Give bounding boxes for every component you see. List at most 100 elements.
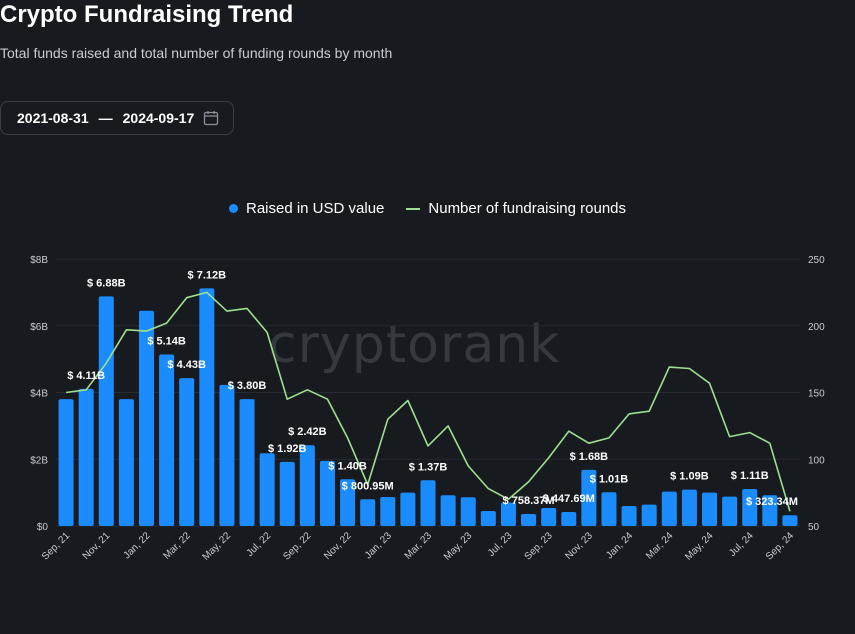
- date-range-separator: —: [98, 110, 113, 126]
- x-tick-label: Nov, 21: [81, 530, 113, 562]
- page-subtitle: Total funds raised and total number of f…: [0, 45, 393, 61]
- bar-data-label: $ 4.11B: [67, 370, 105, 382]
- bar: [742, 488, 758, 526]
- bar-data-label: $ 7.12B: [188, 269, 227, 281]
- x-tick-label: Jul, 24: [727, 530, 756, 559]
- bar: [702, 492, 718, 526]
- legend-item-raised[interactable]: Raised in USD value: [228, 200, 385, 217]
- bar-data-label: $ 1.09B: [670, 471, 709, 483]
- bar: [219, 384, 235, 526]
- y-left-tick-label: $6B: [30, 322, 48, 333]
- x-tick-label: Sep, 22: [281, 530, 313, 562]
- bar: [340, 479, 356, 526]
- bar-data-label: $ 1.68B: [570, 451, 609, 463]
- bar: [440, 495, 456, 526]
- x-tick-label: Sep, 24: [764, 530, 796, 562]
- bar: [460, 497, 476, 526]
- y-right-tick-label: 50: [808, 522, 820, 533]
- bar-data-label: $ 447.69M: [543, 493, 595, 505]
- bar: [319, 460, 335, 526]
- date-range-start[interactable]: 2021-08-31: [17, 110, 89, 126]
- bar: [400, 492, 416, 526]
- bar: [681, 489, 697, 526]
- bar: [581, 469, 597, 526]
- x-tick-label: Sep, 23: [523, 530, 555, 562]
- x-tick-label: Nov, 22: [322, 530, 354, 562]
- bar: [782, 515, 798, 526]
- bar: [299, 445, 315, 526]
- x-tick-label: Jul, 23: [486, 530, 515, 559]
- x-tick-label: Jul, 22: [245, 530, 274, 559]
- bar: [159, 354, 175, 526]
- bar: [360, 499, 376, 526]
- bar-data-label: $ 800.95M: [342, 480, 394, 492]
- bar: [118, 399, 134, 526]
- bar: [420, 480, 436, 526]
- bar: [541, 507, 557, 526]
- x-tick-label: May, 24: [683, 530, 716, 563]
- bar-data-label: $ 2.42B: [288, 426, 327, 438]
- bar: [601, 492, 617, 526]
- bar-data-label: $ 1.92B: [268, 443, 307, 455]
- bar: [500, 502, 516, 526]
- y-left-tick-label: $2B: [30, 455, 48, 466]
- y-left-tick-label: $0: [37, 522, 49, 533]
- y-right-tick-label: 150: [808, 389, 825, 400]
- bar: [98, 296, 114, 526]
- page-title: Crypto Fundraising Trend: [0, 1, 294, 28]
- y-right-tick-label: 200: [808, 322, 825, 333]
- x-tick-label: Mar, 24: [644, 530, 676, 562]
- x-tick-label: Mar, 22: [161, 530, 193, 562]
- x-tick-label: Jan, 24: [604, 530, 635, 561]
- x-tick-label: Nov, 23: [563, 530, 595, 562]
- watermark-logo: cryptorank: [268, 315, 561, 375]
- y-left-tick-label: $8B: [30, 255, 48, 266]
- bar-data-label: $ 4.43B: [167, 359, 206, 371]
- bar: [561, 511, 577, 526]
- bar: [722, 496, 738, 526]
- legend-label-rounds: Number of fundraising rounds: [428, 200, 626, 217]
- bar: [239, 399, 255, 526]
- bar-data-label: $ 5.14B: [147, 335, 186, 347]
- bar: [521, 513, 537, 526]
- bar-data-label: $ 758.37M: [503, 495, 555, 507]
- date-range-end[interactable]: 2024-09-17: [122, 110, 195, 126]
- bar: [138, 310, 154, 526]
- bar: [641, 504, 657, 526]
- y-left-tick-label: $4B: [30, 389, 48, 400]
- fundraising-chart: $0 $2B $4B $6B $8B 50 100 150 200 250 $ 4.11B $ 6.8…: [30, 255, 825, 563]
- legend-item-rounds[interactable]: Number of fundraising rounds: [406, 200, 626, 217]
- x-tick-label: May, 23: [442, 530, 475, 563]
- bar-data-label: $ 1.37B: [409, 461, 448, 473]
- bar-data-label: $ 323.34M: [746, 496, 798, 508]
- bar-data-label: $ 1.01B: [590, 473, 629, 485]
- legend-dot-icon: [228, 204, 238, 213]
- bar: [199, 288, 215, 526]
- bar: [279, 461, 295, 526]
- bar: [78, 388, 94, 526]
- y-right-tick-label: 100: [808, 455, 825, 466]
- x-tick-label: May, 22: [201, 530, 234, 563]
- date-range-picker[interactable]: 2021-08-31 — 2024-09-17: [0, 101, 234, 135]
- bar: [621, 505, 637, 526]
- bar-data-label: $ 6.88B: [87, 277, 126, 289]
- y-right-tick-label: 250: [808, 255, 825, 266]
- x-tick-label: Jan, 23: [363, 530, 394, 561]
- x-tick-label: Jan, 22: [122, 530, 153, 561]
- legend-label-raised: Raised in USD value: [245, 200, 385, 217]
- bar: [58, 399, 74, 526]
- bar-data-label: $ 1.40B: [328, 460, 367, 472]
- bar: [480, 510, 496, 526]
- x-tick-label: Mar, 23: [403, 530, 435, 562]
- calendar-icon[interactable]: [203, 110, 219, 126]
- bar: [762, 495, 778, 526]
- chart-legend: Raised in USD value Number of fundraisin…: [0, 200, 855, 217]
- bar: [380, 496, 396, 526]
- x-tick-label: Sep, 21: [40, 530, 72, 562]
- bar-data-label: $ 3.80B: [228, 380, 267, 392]
- bar: [179, 378, 195, 526]
- bar: [259, 453, 275, 526]
- bar: [661, 491, 677, 526]
- legend-line-icon: [406, 207, 421, 210]
- bar-data-label: $ 1.11B: [731, 470, 769, 482]
